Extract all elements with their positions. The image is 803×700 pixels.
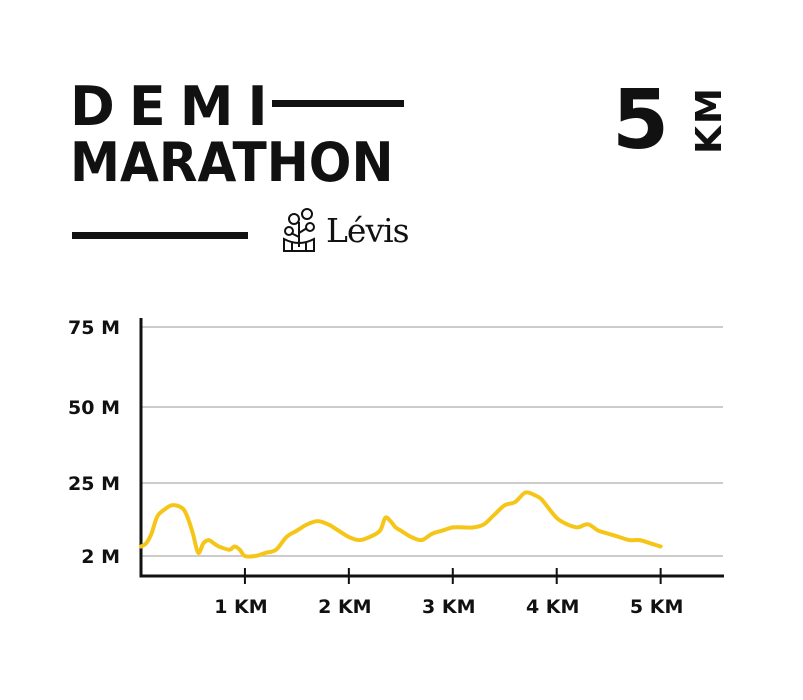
distance-number: 5 (612, 73, 670, 168)
line-layer (139, 490, 663, 559)
axis-layer (139, 318, 724, 584)
title-rule-bottom (72, 232, 248, 239)
levis-logo: Lévis (280, 207, 410, 253)
tick-layer: 2 M 25 M 50 M 75 M 1 KM 2 KM 3 KM 4 KM 5 KM (68, 317, 683, 618)
title-line-2: MARATHON (70, 131, 394, 194)
y-tick-label: 2 M (81, 546, 120, 568)
x-tick-label: 4 KM (526, 596, 579, 618)
title-line-1: DEMI (70, 75, 282, 138)
x-tick-label: 2 KM (318, 596, 371, 618)
logo-text: Lévis (326, 210, 410, 250)
x-tick-label: 3 KM (422, 596, 475, 618)
y-tick-label: 75 M (68, 317, 120, 339)
y-tick-label: 25 M (68, 473, 120, 495)
x-tick-label: 1 KM (214, 596, 267, 618)
y-tick-label: 50 M (68, 397, 120, 419)
x-tick-label: 5 KM (630, 596, 683, 618)
elevation-line (139, 490, 663, 559)
levis-emblem-icon (283, 208, 315, 252)
title-rule-top (272, 100, 404, 107)
grid-layer (141, 326, 723, 557)
